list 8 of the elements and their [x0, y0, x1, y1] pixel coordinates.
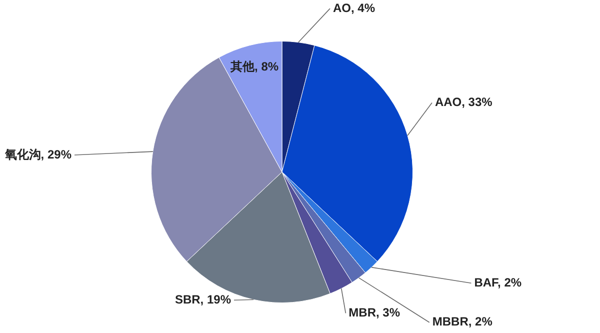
slice-label: AO, 4% — [332, 0, 376, 15]
slice-label: SBR, 19% — [174, 292, 232, 306]
slice-label: 氧化沟, 29% — [4, 147, 72, 162]
slice-label: AAO, 33% — [434, 95, 493, 110]
slice-label: MBBR, 2% — [432, 314, 493, 329]
slice-label: BAF, 2% — [474, 275, 522, 290]
slice-label: MBR, 3% — [348, 306, 400, 320]
slice-label: 其他, 8% — [230, 60, 279, 74]
